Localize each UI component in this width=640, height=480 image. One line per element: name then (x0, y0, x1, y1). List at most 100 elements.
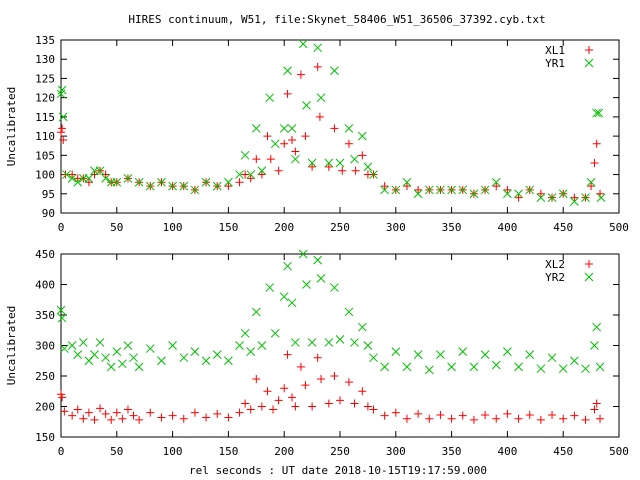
data-point (402, 182, 411, 191)
data-point (270, 328, 280, 338)
x-tick-label: 250 (330, 445, 350, 458)
data-point (257, 166, 267, 176)
legend-marker (585, 260, 593, 268)
data-point (503, 185, 512, 194)
data-point (559, 414, 568, 423)
data-point (107, 415, 116, 424)
data-point (570, 411, 579, 420)
data-point (240, 150, 250, 160)
data-point (224, 182, 233, 191)
data-point (95, 166, 105, 176)
y-axis-label: Uncalibrated (5, 87, 18, 166)
data-point (212, 181, 222, 191)
data-point (235, 408, 244, 417)
data-point (246, 174, 255, 183)
data-point (59, 135, 68, 144)
x-tick-label: 200 (274, 445, 294, 458)
data-point (265, 283, 275, 292)
data-point (252, 155, 261, 164)
y-tick-label: 130 (35, 53, 55, 66)
data-point (251, 307, 261, 317)
series-yr1 (56, 39, 606, 206)
data-point (363, 402, 372, 411)
data-point (84, 174, 94, 183)
data-point (581, 364, 590, 374)
data-point (157, 177, 166, 187)
data-point (336, 396, 344, 405)
chart-title: HIRES continuum, W51, file:Skynet_58406_… (128, 13, 545, 26)
data-point (351, 166, 360, 175)
legend-label: YR1 (545, 57, 565, 70)
y-tick-label: 115 (35, 111, 55, 124)
data-point (369, 170, 378, 179)
y-tick-label: 90 (42, 207, 55, 220)
data-point (570, 197, 579, 206)
x-tick-label: 50 (110, 221, 123, 234)
data-point (316, 93, 326, 103)
data-point (67, 341, 77, 350)
data-point (514, 193, 523, 202)
data-point (59, 344, 69, 353)
data-point (525, 411, 534, 420)
data-point (168, 181, 177, 191)
x-tick-label: 50 (110, 445, 123, 458)
data-point (380, 182, 389, 191)
data-point (301, 381, 310, 390)
y-tick-label: 200 (35, 401, 55, 414)
data-point (558, 364, 568, 374)
data-point (447, 414, 456, 423)
data-point (270, 139, 280, 149)
data-point (402, 414, 411, 423)
data-point (492, 182, 501, 191)
x-tick-label: 0 (58, 221, 65, 234)
data-point (296, 362, 305, 371)
data-point (283, 89, 292, 98)
y-tick-label: 120 (35, 92, 55, 105)
data-point (106, 362, 116, 372)
data-point (447, 185, 456, 195)
data-point (380, 411, 389, 420)
data-point (279, 124, 289, 133)
data-point (570, 193, 579, 202)
x-tick-label: 250 (330, 221, 350, 234)
data-point (57, 313, 67, 323)
data-point (274, 396, 283, 405)
y-tick-label: 150 (35, 431, 55, 444)
data-point (101, 174, 110, 183)
data-point (145, 181, 155, 191)
data-point (350, 154, 359, 164)
data-point (525, 185, 535, 195)
data-point (301, 132, 310, 141)
data-point (291, 147, 300, 156)
y-tick-label: 350 (35, 309, 55, 322)
data-point (60, 407, 69, 416)
data-point (241, 399, 250, 408)
series-xl2 (57, 350, 605, 424)
data-point (252, 375, 261, 384)
data-point (118, 414, 127, 423)
data-point (313, 255, 323, 265)
data-point (118, 359, 127, 369)
y-axis-label: Uncalibrated (5, 306, 18, 385)
data-point (344, 378, 353, 387)
legend-label: XL1 (545, 44, 565, 57)
data-point (269, 405, 278, 414)
data-point (112, 408, 121, 417)
x-tick-label: 0 (58, 445, 65, 458)
data-point (592, 399, 601, 408)
data-point (313, 43, 323, 53)
data-point (414, 409, 423, 418)
data-point (308, 162, 317, 171)
data-point (287, 124, 297, 133)
data-point (302, 280, 311, 289)
data-point (313, 353, 322, 362)
data-point (469, 189, 479, 199)
data-point (436, 411, 445, 420)
data-point (458, 347, 468, 356)
data-point (266, 155, 275, 164)
data-point (235, 170, 244, 179)
data-point (424, 365, 434, 375)
data-point (240, 328, 250, 338)
data-point (78, 338, 88, 347)
data-point (503, 189, 512, 199)
